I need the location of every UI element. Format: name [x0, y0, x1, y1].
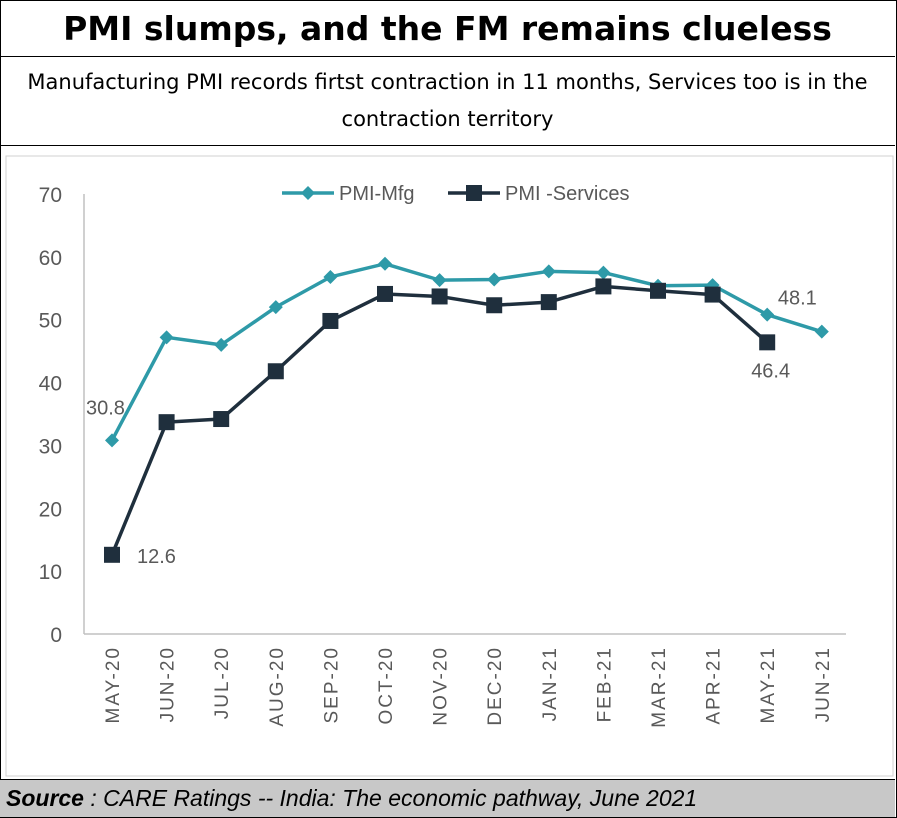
series-line-services [110, 284, 769, 556]
x-tick-label: MAR-21 [649, 646, 670, 728]
x-tick-label: SEP-20 [321, 646, 342, 723]
x-tick-label: JAN-21 [540, 646, 561, 721]
mfg-point [214, 337, 229, 352]
services-point [431, 288, 448, 305]
y-tick-label: 50 [39, 310, 62, 333]
x-tick-label: JUN-20 [158, 646, 179, 722]
subtitle-box: Manufacturing PMI records firtst contrac… [0, 57, 895, 146]
services-point [322, 312, 339, 329]
y-tick-label: 10 [39, 561, 62, 584]
series-line-mfg [110, 262, 823, 442]
mfg-point [487, 272, 502, 287]
source-bar: Source : CARE Ratings -- India: The econ… [0, 779, 895, 817]
legend-mfg-marker [301, 186, 315, 200]
y-tick-label: 30 [39, 435, 62, 458]
x-tick-label: OCT-20 [376, 646, 397, 725]
y-tick-label: 70 [39, 184, 62, 207]
services-point [650, 282, 666, 299]
services-point [540, 294, 557, 311]
legend-services-label: PMI -Services [505, 183, 629, 205]
y-tick-label: 60 [39, 247, 62, 270]
mfg-point [432, 273, 447, 288]
x-tick-label: DEC-20 [485, 646, 506, 726]
mfg-point [378, 256, 392, 271]
y-tick-label: 40 [39, 373, 62, 396]
mfg-point [760, 307, 775, 322]
services-point [377, 285, 393, 302]
data-label: 12.6 [137, 546, 176, 568]
services-point [486, 297, 503, 314]
chart-area: 0 10 20 30 40 50 60 70 MAY-20 JUN-20 JUL-20 AUG-20 S… [0, 146, 895, 778]
mfg-point [159, 330, 174, 345]
mfg-point [323, 269, 338, 284]
source-note: Source : CARE Ratings -- India: The econ… [0, 785, 697, 812]
services-point [704, 286, 721, 303]
source-text: : CARE Ratings -- India: The economic pa… [83, 785, 698, 811]
pmi-line-chart: 0 10 20 30 40 50 60 70 MAY-20 JUN-20 JUL-20 AUG-20 S… [5, 155, 894, 777]
x-tick-label: NOV-20 [431, 646, 452, 726]
services-point [104, 546, 120, 563]
plot-panel-border [5, 155, 894, 777]
data-label: 48.1 [778, 288, 817, 310]
mfg-point [541, 264, 556, 279]
mfg-point [814, 324, 829, 339]
title-box: PMI slumps, and the FM remains clueless [0, 0, 895, 57]
data-label: 30.8 [86, 397, 125, 419]
x-tick-label: APR-21 [704, 646, 725, 725]
y-tick-label: 20 [39, 498, 62, 521]
services-point [267, 363, 284, 380]
x-tick-label: JUN-21 [813, 646, 834, 722]
services-point [213, 411, 230, 428]
legend-services-marker [466, 185, 482, 201]
services-point [759, 334, 776, 351]
chart-subtitle: Manufacturing PMI records firtst contrac… [27, 70, 868, 131]
data-label: 46.4 [751, 360, 790, 382]
x-tick-label: MAY-21 [758, 646, 779, 723]
mfg-point [596, 265, 611, 280]
y-tick-label: 0 [50, 624, 62, 647]
x-tick-label: JUL-20 [212, 646, 233, 719]
x-tick-label: MAY-20 [103, 646, 124, 723]
services-point [158, 414, 175, 431]
x-tick-label: AUG-20 [267, 646, 288, 727]
source-label: Source [6, 785, 84, 811]
mfg-point [268, 300, 283, 315]
services-point [595, 278, 612, 295]
mfg-point [105, 433, 119, 448]
chart-title: PMI slumps, and the FM remains clueless [63, 8, 832, 48]
legend-mfg-label: PMI-Mfg [339, 183, 415, 205]
x-tick-label: FEB-21 [594, 646, 615, 722]
